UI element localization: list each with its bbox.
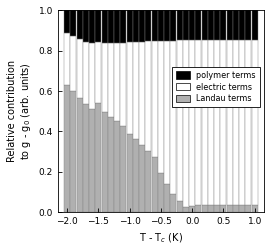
Bar	[227, 205, 233, 212]
Bar	[251, 40, 258, 205]
Bar	[227, 10, 233, 40]
Bar	[177, 10, 183, 40]
Bar	[114, 121, 120, 212]
Bar	[189, 10, 195, 40]
Bar	[83, 104, 89, 212]
Bar	[83, 42, 89, 104]
Bar	[70, 10, 76, 36]
Bar	[114, 10, 120, 43]
Bar	[89, 109, 95, 212]
Bar	[120, 43, 127, 126]
Bar	[208, 40, 214, 205]
Bar	[195, 40, 201, 205]
Bar	[233, 205, 239, 212]
Bar	[164, 41, 170, 184]
Bar	[83, 10, 89, 42]
Bar	[102, 10, 108, 43]
Bar	[108, 10, 114, 43]
Bar	[120, 10, 127, 43]
Bar	[214, 40, 220, 205]
Bar	[220, 10, 227, 40]
Bar	[139, 42, 145, 144]
Bar	[177, 40, 183, 201]
Bar	[208, 10, 214, 40]
Bar	[183, 40, 189, 207]
Bar	[189, 40, 195, 206]
Bar	[170, 194, 176, 212]
Bar	[164, 184, 170, 212]
Bar	[89, 43, 95, 109]
Bar	[183, 207, 189, 212]
Bar	[170, 10, 176, 41]
Bar	[76, 10, 83, 39]
Bar	[164, 10, 170, 41]
Bar	[158, 173, 164, 212]
Bar	[102, 43, 108, 112]
Bar	[202, 205, 208, 212]
Bar	[233, 40, 239, 205]
Bar	[183, 10, 189, 40]
Bar	[133, 42, 139, 139]
Bar	[145, 150, 151, 212]
Bar	[239, 40, 245, 205]
Bar	[208, 205, 214, 212]
Bar	[70, 36, 76, 91]
Bar	[158, 41, 164, 173]
Bar	[120, 126, 127, 212]
Bar	[245, 10, 251, 40]
Bar	[239, 205, 245, 212]
Bar	[127, 42, 133, 134]
Bar	[177, 201, 183, 212]
Bar	[227, 40, 233, 205]
Bar	[239, 10, 245, 40]
Bar	[158, 10, 164, 41]
Bar	[114, 43, 120, 121]
Bar	[76, 39, 83, 98]
Bar	[108, 117, 114, 212]
Bar	[95, 103, 101, 212]
Bar	[64, 10, 70, 33]
Bar	[233, 10, 239, 40]
Bar	[139, 144, 145, 212]
X-axis label: T - T$_c$ (K): T - T$_c$ (K)	[139, 231, 183, 245]
Bar	[195, 10, 201, 40]
Bar	[251, 10, 258, 40]
Bar	[133, 139, 139, 212]
Bar	[151, 156, 158, 212]
Bar	[145, 10, 151, 41]
Bar	[145, 41, 151, 150]
Bar	[70, 91, 76, 212]
Legend: polymer terms, electric terms, Landau terms: polymer terms, electric terms, Landau te…	[172, 67, 260, 107]
Bar	[151, 41, 158, 156]
Bar	[102, 112, 108, 212]
Bar	[127, 134, 133, 212]
Bar	[214, 10, 220, 40]
Bar	[89, 10, 95, 43]
Bar	[64, 33, 70, 85]
Bar	[95, 10, 101, 42]
Bar	[220, 205, 227, 212]
Bar	[220, 40, 227, 205]
Bar	[95, 42, 101, 103]
Bar	[245, 40, 251, 205]
Bar	[202, 40, 208, 205]
Bar	[251, 205, 258, 212]
Bar	[170, 41, 176, 194]
Bar	[189, 206, 195, 212]
Bar	[202, 10, 208, 40]
Bar	[245, 205, 251, 212]
Bar	[108, 43, 114, 117]
Bar	[151, 10, 158, 41]
Bar	[64, 85, 70, 212]
Bar	[76, 98, 83, 212]
Bar	[214, 205, 220, 212]
Bar	[127, 10, 133, 42]
Bar	[139, 10, 145, 42]
Y-axis label: Relative contribution
to g - g$_0$ (arb. units): Relative contribution to g - g$_0$ (arb.…	[7, 60, 33, 162]
Bar	[133, 10, 139, 42]
Bar	[195, 205, 201, 212]
